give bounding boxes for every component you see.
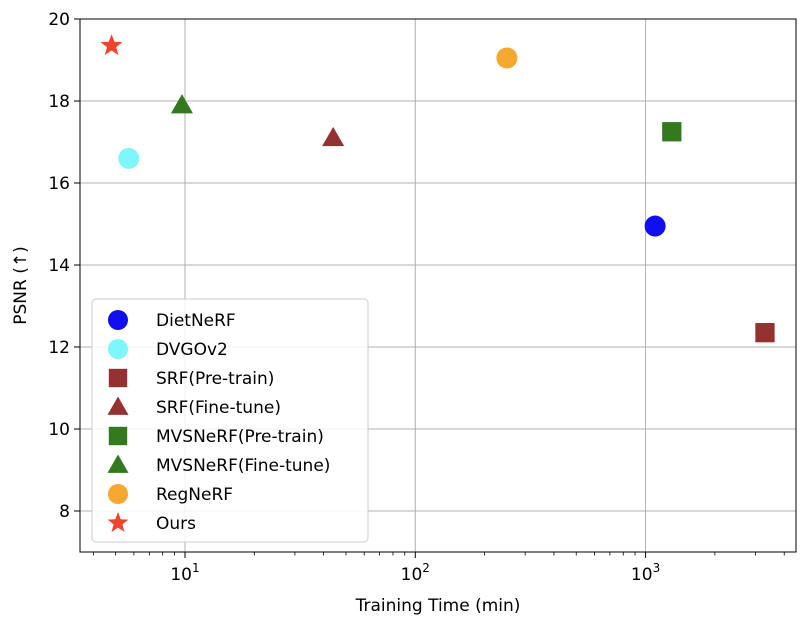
- y-tick-label: 16: [48, 174, 70, 194]
- data-point-dvgov2: [118, 147, 140, 169]
- y-tick-label: 8: [59, 502, 70, 522]
- legend-marker: [108, 484, 128, 504]
- y-axis-label: PSNR (↑): [11, 246, 31, 324]
- data-point-ours: [100, 34, 123, 55]
- legend-label: Ours: [156, 514, 196, 534]
- legend-marker: [108, 368, 128, 388]
- y-tick-label: 18: [48, 92, 70, 112]
- legend-label: MVSNeRF(Pre-train): [156, 427, 324, 447]
- y-tick-label: 14: [48, 256, 70, 276]
- data-point-mvsnerf-fine-tune: [170, 94, 193, 114]
- legend-marker: [108, 310, 128, 330]
- axis-ticks: 8 10 12 14 16 18 20 101 102 103: [48, 10, 785, 585]
- legend-label: DietNeRF: [156, 311, 236, 331]
- x-tick-label: 101: [170, 561, 199, 585]
- legend-marker: [108, 426, 128, 446]
- data-points: [100, 34, 775, 343]
- legend-box: [91, 298, 369, 543]
- y-tick-label: 20: [48, 10, 70, 30]
- legend-label: SRF(Fine-tune): [156, 398, 281, 418]
- data-point-dietnerf: [644, 215, 666, 237]
- y-tick-label: 10: [48, 420, 70, 440]
- x-axis-label: Training Time (min): [355, 596, 521, 616]
- legend: DietNeRF DVGOv2 SRF(Pre-train) SRF(Fine-tun…: [91, 298, 369, 543]
- plot-frame: [79, 18, 797, 553]
- data-point-mvsnerf-pre-train: [662, 122, 682, 142]
- legend-marker: [108, 339, 128, 359]
- x-tick-label: 102: [401, 561, 430, 585]
- legend-marker: [107, 512, 129, 532]
- x-tick-label: 103: [631, 561, 660, 585]
- legend-label: MVSNeRF(Fine-tune): [156, 456, 330, 476]
- legend-label: RegNeRF: [156, 485, 233, 505]
- legend-label: SRF(Pre-train): [156, 369, 274, 389]
- data-point-srf-fine-tune: [322, 126, 345, 147]
- legend-marker: [107, 396, 129, 415]
- data-point-srf-pre-train: [755, 322, 775, 343]
- y-tick-label: 12: [48, 338, 70, 358]
- legend-label: DVGOv2: [156, 340, 228, 360]
- legend-marker: [107, 454, 129, 473]
- data-point-regnerf: [496, 47, 518, 69]
